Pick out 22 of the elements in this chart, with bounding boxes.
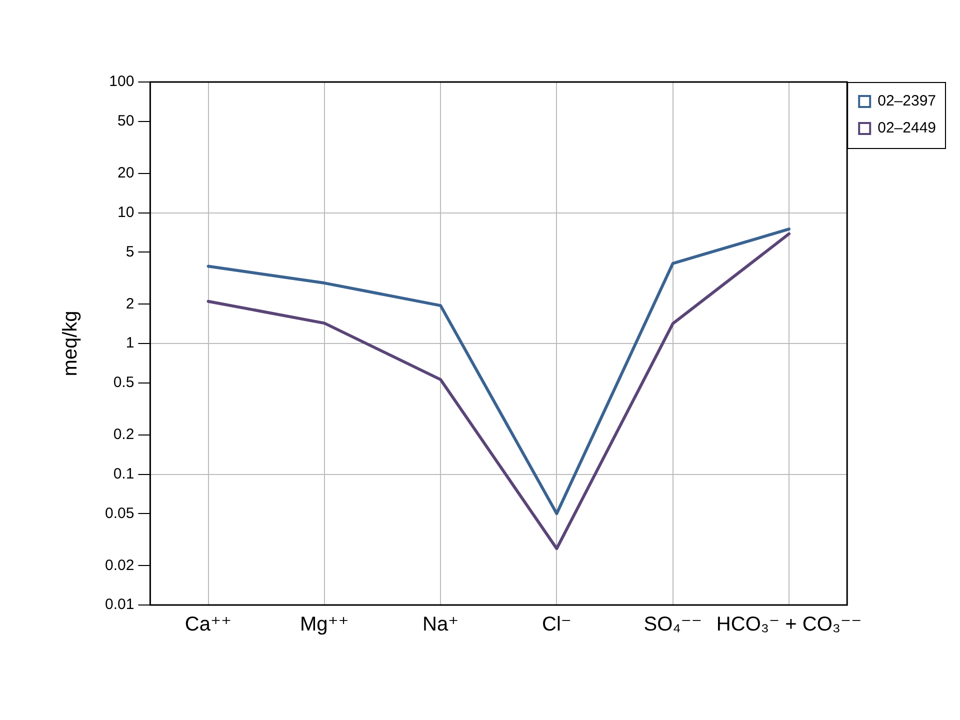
y-tick-label: 100 — [109, 73, 134, 90]
y-tick-label: 1 — [126, 334, 134, 352]
y-tick-label: 0.5 — [113, 374, 134, 391]
y-tick-label: 50 — [118, 112, 134, 130]
y-tick-label: 0.2 — [113, 426, 134, 444]
y-axis-title: meq/kg — [60, 310, 82, 376]
x-tick-label: HCO₃⁻ + CO₃⁻⁻ — [716, 614, 862, 636]
y-tick-label: 5 — [126, 243, 134, 260]
y-tick-label: 0.1 — [113, 465, 134, 482]
x-tick-label: Cl⁻ — [542, 614, 572, 636]
x-tick-label: Ca⁺⁺ — [184, 614, 232, 636]
y-tick-label: 10 — [118, 204, 134, 221]
legend-label: 02–2449 — [878, 120, 936, 137]
x-tick-label: SO₄⁻⁻ — [644, 614, 702, 636]
x-tick-label: Na⁺ — [422, 614, 459, 636]
legend-label: 02–2397 — [878, 92, 936, 110]
y-tick-label: 0.05 — [104, 504, 134, 522]
y-tick-label: 0.02 — [104, 556, 134, 574]
y-tick-label: 0.01 — [104, 596, 134, 614]
y-tick-label: 20 — [118, 164, 134, 182]
y-tick-label: 2 — [126, 295, 134, 312]
x-tick-label: Mg⁺⁺ — [300, 614, 349, 636]
